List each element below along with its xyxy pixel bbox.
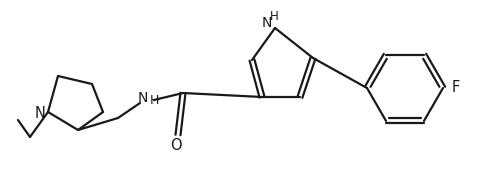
Text: H: H: [270, 9, 278, 23]
Text: O: O: [170, 139, 182, 153]
Text: H: H: [150, 93, 160, 107]
Text: F: F: [452, 80, 460, 96]
Text: N: N: [34, 107, 46, 122]
Text: N: N: [138, 91, 148, 105]
Text: N: N: [262, 16, 272, 30]
